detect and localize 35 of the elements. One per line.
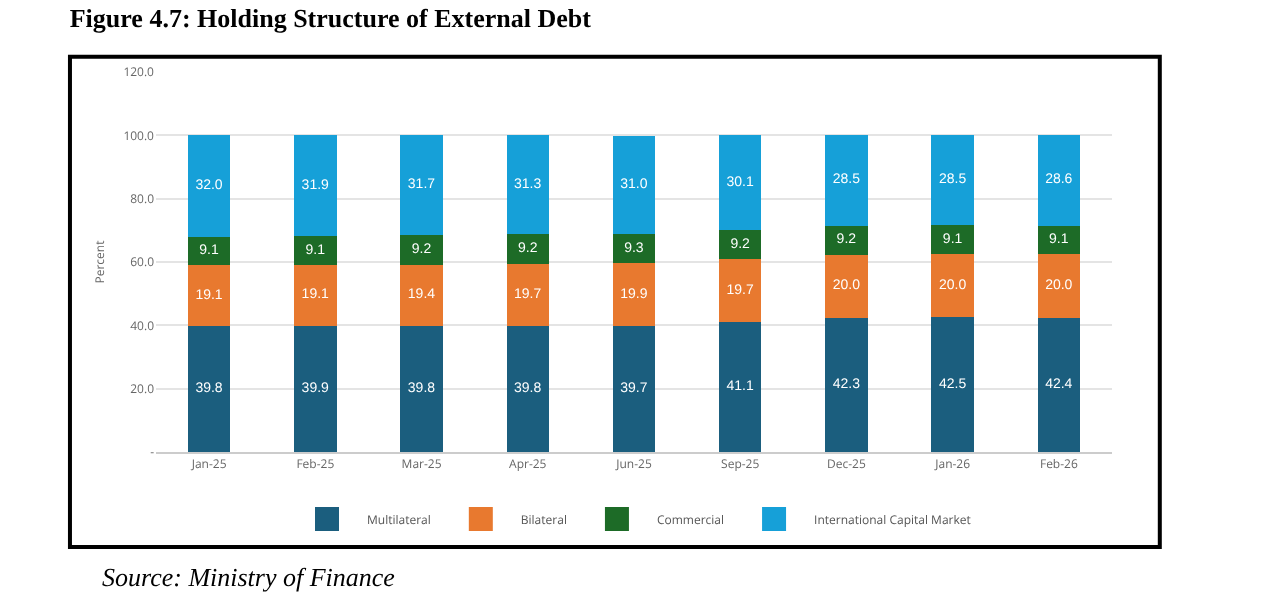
bar: [718, 230, 762, 260]
bar: [1037, 135, 1081, 226]
bar: [400, 264, 443, 326]
bar: [294, 236, 337, 266]
bar: [825, 318, 868, 452]
bar: [400, 325, 443, 452]
bar: [1037, 317, 1081, 452]
bar: [506, 135, 550, 235]
bar: [718, 321, 762, 452]
bar: [825, 225, 868, 255]
bar: [506, 263, 550, 326]
bar: [612, 135, 656, 234]
bar: [612, 326, 656, 452]
bar: [931, 254, 974, 318]
bar: [294, 325, 337, 452]
bar: [187, 325, 231, 452]
bar: [718, 259, 762, 322]
source-note: Source: Ministry of Finance: [102, 562, 396, 592]
bar: [506, 234, 550, 264]
bar: [294, 135, 337, 237]
bar: [825, 135, 868, 226]
bar: [187, 135, 231, 237]
bar: [931, 225, 974, 255]
bar: [612, 263, 656, 327]
bar: [1037, 254, 1081, 318]
bar: [506, 325, 550, 452]
bar: [718, 135, 762, 231]
bar: [187, 265, 231, 326]
bar: [400, 235, 443, 265]
bar: [400, 135, 443, 236]
bar: [931, 317, 974, 452]
chart-title: Figure 4.7: Holding Structure of External Debt: [69, 3, 593, 34]
bar: [825, 254, 868, 319]
bar: [294, 265, 337, 326]
bar: [931, 135, 974, 226]
